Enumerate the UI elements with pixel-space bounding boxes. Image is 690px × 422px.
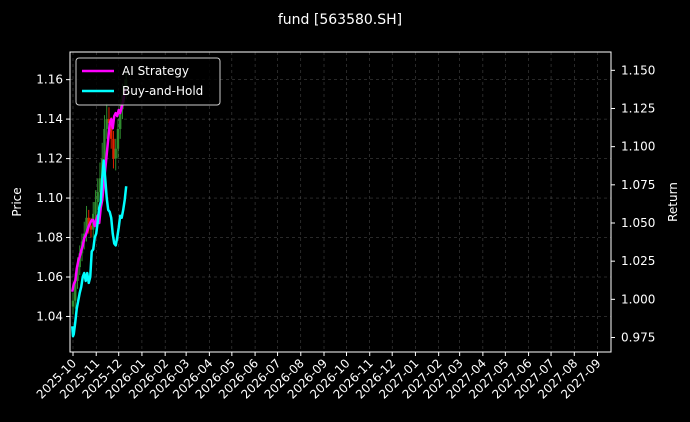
y-axis-label: Price [10, 187, 24, 216]
series-line-buy-and-hold [71, 159, 128, 338]
y2-axis-ticks: 0.975 1.000 1.025 1.050 1.075 1.100 1.125 1.150 [611, 63, 655, 344]
candle-body [96, 192, 99, 202]
y-tick-label: 1.10 [36, 191, 63, 205]
plot-frame [69, 51, 612, 353]
candle-body [71, 300, 75, 307]
y2-tick-label: 1.025 [621, 254, 655, 268]
y2-tick-label: 1.125 [621, 101, 655, 115]
legend-label-ai-strategy: AI Strategy [122, 64, 189, 78]
candle-body [103, 128, 106, 159]
candle-body [119, 109, 122, 129]
candle-body [74, 280, 77, 301]
y2-tick-label: 1.050 [621, 216, 655, 230]
chart-title: fund [563580.SH] [278, 12, 402, 28]
series-line-ai-strategy [71, 88, 128, 292]
candle-body [114, 148, 117, 159]
y-tick-label: 1.08 [36, 231, 63, 245]
candle-body [87, 217, 90, 226]
candle-body [89, 225, 93, 230]
y2-tick-label: 0.975 [621, 330, 655, 344]
candle-body [94, 202, 97, 214]
candle-body [85, 217, 88, 234]
y-tick-label: 1.12 [36, 152, 63, 166]
y2-tick-label: 1.150 [621, 63, 655, 77]
candle-body [116, 128, 120, 149]
y-tick-label: 1.06 [36, 270, 63, 284]
candle-body [107, 119, 111, 124]
legend: AI Strategy Buy-and-Hold [75, 57, 221, 106]
y2-tick-label: 1.100 [621, 140, 655, 154]
y-tick-label: 1.04 [36, 309, 63, 323]
candle-body [76, 267, 79, 281]
y2-axis-label: Return [666, 182, 680, 222]
y-tick-label: 1.16 [36, 73, 63, 87]
y-tick-label: 1.14 [36, 112, 63, 126]
candle-body [105, 119, 108, 129]
y2-tick-label: 1.075 [621, 178, 655, 192]
y-axis-ticks: 1.04 1.06 1.08 1.10 1.12 1.14 1.16 [36, 73, 70, 323]
candle-body [98, 178, 102, 193]
legend-label-buy-and-hold: Buy-and-Hold [122, 84, 203, 98]
candle-body [112, 138, 115, 159]
y2-tick-label: 1.000 [621, 292, 655, 306]
series-lines [71, 88, 128, 338]
candle-body [110, 123, 113, 139]
